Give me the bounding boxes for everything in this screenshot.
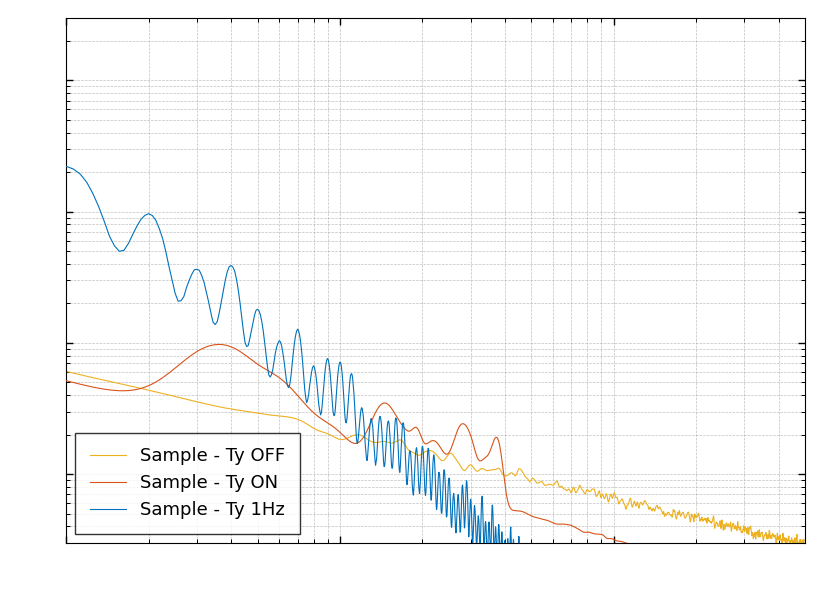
Sample - Ty ON — [214, 341, 224, 348]
Sample - Ty ON — [449, 436, 459, 443]
Sample - Ty 1Hz — [764, 579, 774, 586]
Sample - Ty ON — [738, 573, 748, 580]
Line: Sample - Ty 1Hz: Sample - Ty 1Hz — [66, 166, 805, 582]
Sample - Ty ON — [61, 377, 71, 384]
Sample - Ty 1Hz — [518, 579, 528, 586]
Sample - Ty 1Hz — [746, 579, 756, 586]
Sample - Ty ON — [764, 579, 774, 586]
Sample - Ty ON — [773, 583, 783, 590]
Sample - Ty OFF — [61, 368, 71, 375]
Line: Sample - Ty OFF: Sample - Ty OFF — [66, 372, 805, 549]
Sample - Ty OFF — [746, 527, 756, 534]
Sample - Ty OFF — [738, 526, 748, 533]
Sample - Ty 1Hz — [738, 579, 748, 586]
Sample - Ty OFF — [680, 514, 690, 522]
Sample - Ty ON — [680, 556, 690, 563]
Sample - Ty OFF — [449, 453, 459, 460]
Legend: Sample - Ty OFF, Sample - Ty ON, Sample - Ty 1Hz: Sample - Ty OFF, Sample - Ty ON, Sample … — [76, 433, 300, 534]
Sample - Ty OFF — [764, 527, 774, 535]
Sample - Ty 1Hz — [773, 579, 783, 586]
Sample - Ty OFF — [799, 545, 809, 552]
Sample - Ty OFF — [800, 545, 810, 552]
Line: Sample - Ty ON: Sample - Ty ON — [66, 345, 805, 590]
Sample - Ty 1Hz — [800, 579, 810, 586]
Sample - Ty 1Hz — [680, 579, 690, 586]
Sample - Ty OFF — [773, 535, 783, 542]
Sample - Ty 1Hz — [449, 493, 459, 500]
Sample - Ty ON — [746, 575, 756, 582]
Sample - Ty 1Hz — [61, 163, 71, 170]
